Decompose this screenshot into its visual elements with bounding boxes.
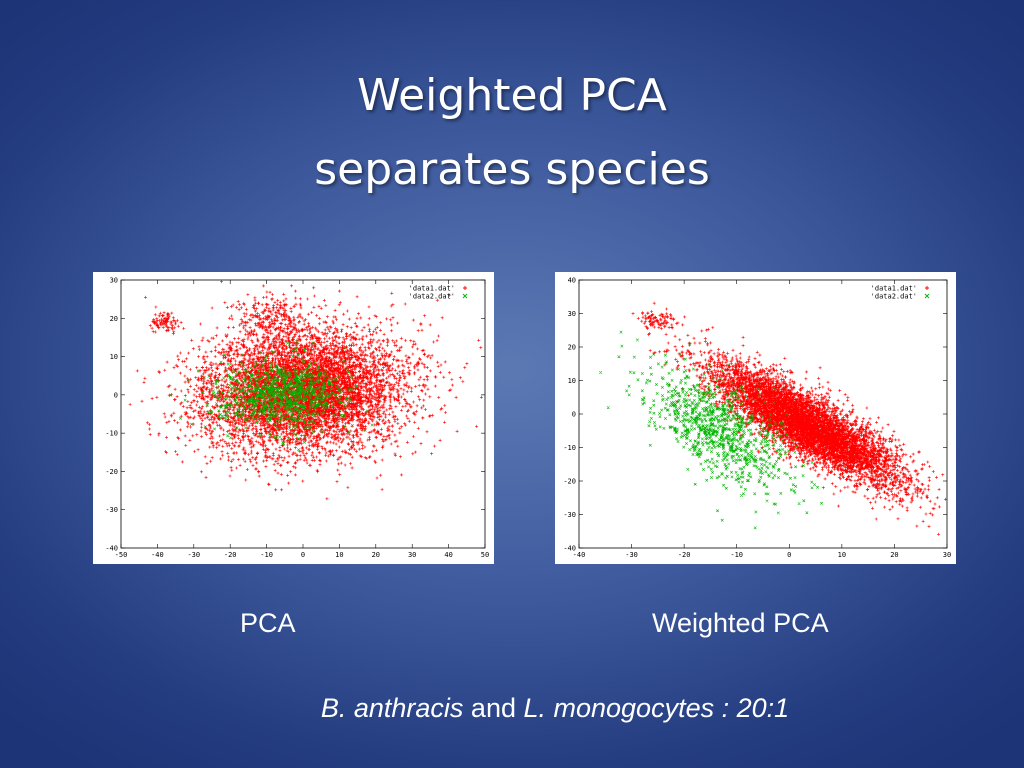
- y-tick-label: 20: [110, 315, 118, 323]
- y-tick-label: 40: [568, 277, 576, 285]
- x-tick-label: -10: [260, 551, 273, 559]
- x-tick-label: -20: [224, 551, 237, 559]
- ratio-text: : 20:1: [714, 693, 790, 723]
- y-tick-label: 10: [568, 377, 576, 385]
- y-tick-label: -10: [105, 430, 118, 438]
- series-2-points: [169, 339, 381, 452]
- x-tick-label: 0: [787, 551, 791, 559]
- series-1-points: [631, 301, 947, 536]
- y-tick-label: 20: [568, 344, 576, 352]
- series-1-points: [128, 280, 483, 501]
- x-tick-label: -40: [573, 551, 586, 559]
- x-tick-label: -30: [625, 551, 638, 559]
- x-tick-label: -50: [115, 551, 128, 559]
- x-tick-label: 50: [481, 551, 489, 559]
- weighted-pca-scatter-svg: -40 -30 -20 -10 0 10 20 30 40 30 20 10 0 -10 -20 -30 -40…: [563, 277, 951, 560]
- x-tick-label: 10: [838, 551, 846, 559]
- x-tick-label: 30: [943, 551, 951, 559]
- pca-caption: PCA: [240, 608, 296, 638]
- x-tick-label: -20: [678, 551, 691, 559]
- y-tick-label: -30: [563, 511, 576, 519]
- y-tick-label: -10: [563, 444, 576, 452]
- y-tick-label: 0: [114, 391, 118, 399]
- legend-marker: [462, 293, 468, 299]
- weighted-pca-scatter-plot: -40 -30 -20 -10 0 10 20 30 40 30 20 10 0 -10 -20 -30 -40…: [555, 272, 956, 564]
- y-tick-label: -20: [105, 468, 118, 476]
- y-tick-label: -20: [563, 478, 576, 486]
- species-ratio-footnote: B. anthracis and L. monogocytes : 20:1: [0, 693, 1024, 724]
- legend-label: 'data1.dat': [409, 285, 455, 293]
- pca-scatter-plot: -50 -40 -30 -20 -10 0 10 20 30 40 50 30 20 10 0 -10 -20-…: [93, 272, 494, 564]
- x-tick-label: 20: [890, 551, 898, 559]
- weighted-pca-caption: Weighted PCA: [652, 608, 829, 638]
- x-tick-label: 20: [372, 551, 380, 559]
- y-tick-label: 0: [572, 411, 576, 419]
- y-tick-label: -40: [105, 545, 118, 553]
- x-tick-label: 40: [444, 551, 452, 559]
- slide-title-line2: separates species: [314, 144, 710, 195]
- species2-name: L. monogocytes: [523, 693, 715, 723]
- legend-label: 'data1.dat': [871, 285, 917, 293]
- x-tick-label: -10: [730, 551, 743, 559]
- y-tick-label: -30: [105, 506, 118, 514]
- x-tick-label: -30: [187, 551, 200, 559]
- species1-name: B. anthracis: [320, 693, 464, 723]
- legend-marker: [924, 293, 930, 299]
- x-tick-label: -40: [151, 551, 164, 559]
- legend-marker: [925, 286, 929, 290]
- x-tick-label: 30: [408, 551, 416, 559]
- and-text: and: [463, 693, 524, 723]
- y-tick-label: 30: [110, 277, 118, 285]
- legend-label: 'data2.dat': [409, 293, 455, 301]
- legend-label: 'data2.dat': [871, 293, 917, 301]
- series-2-points: [599, 330, 824, 530]
- y-tick-label: 10: [110, 353, 118, 361]
- y-tick-label: -40: [563, 545, 576, 553]
- y-tick-label: 30: [568, 310, 576, 318]
- legend-marker: [463, 286, 467, 290]
- x-tick-label: 10: [335, 551, 343, 559]
- x-tick-label: 0: [301, 551, 305, 559]
- pca-scatter-svg: -50 -40 -30 -20 -10 0 10 20 30 40 503020100-10-20-…: [105, 277, 489, 560]
- slide-title-line1: Weighted PCA: [357, 70, 667, 121]
